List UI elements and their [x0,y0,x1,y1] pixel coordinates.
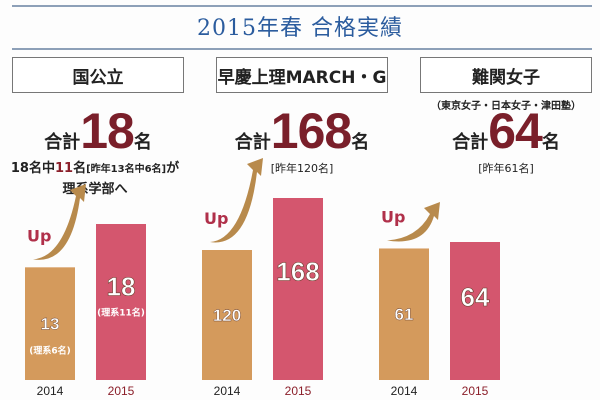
bar-2015 [450,242,500,380]
bar-value-label: 64 [461,282,490,312]
bar-2015 [96,224,146,380]
total-women: 合計64名 [452,103,560,159]
bar-value-label: 61 [395,305,414,324]
bar-value-label: 18 [107,272,136,302]
up-arrow-icon [210,158,263,243]
up-label: Up [204,209,228,228]
panel-header-women: 難関女子 [420,57,592,93]
up-label: Up [27,226,51,245]
previous-women: [昨年61名] [478,162,534,175]
bar-2015 [273,198,323,380]
up-arrow-icon [33,184,86,260]
bar-2014 [202,250,252,380]
top-rule [12,5,592,7]
panel-header-national: 国公立 [12,57,184,93]
bar-2014 [379,248,429,380]
year-label: 2014 [391,384,418,398]
page-title: 2015年春 合格実績 [197,16,403,41]
panel-header-private: 早慶上理MARCH・G [216,57,388,93]
total-private: 合計168名 [234,103,370,159]
total-national: 合計18名 [44,103,152,159]
up-arrow-icon [387,202,440,242]
previous-private: [昨年120名] [270,162,334,175]
bar-sublabel: (理系6名) [29,345,71,357]
bar-value-label: 13 [41,315,60,334]
bar-2014 [25,267,75,380]
year-label: 2015 [462,384,489,398]
panel-subtitle-women: （東京女子・日本女子・津田塾） [431,101,581,112]
year-label: 2014 [37,384,64,398]
year-label: 2015 [108,384,135,398]
year-label: 2015 [285,384,312,398]
year-label: 2014 [214,384,241,398]
up-label: Up [381,207,405,226]
title-rule [12,48,592,50]
bar-sublabel: (理系11名) [97,307,145,319]
bar-value-label: 120 [213,306,241,325]
bar-value-label: 168 [276,256,319,286]
